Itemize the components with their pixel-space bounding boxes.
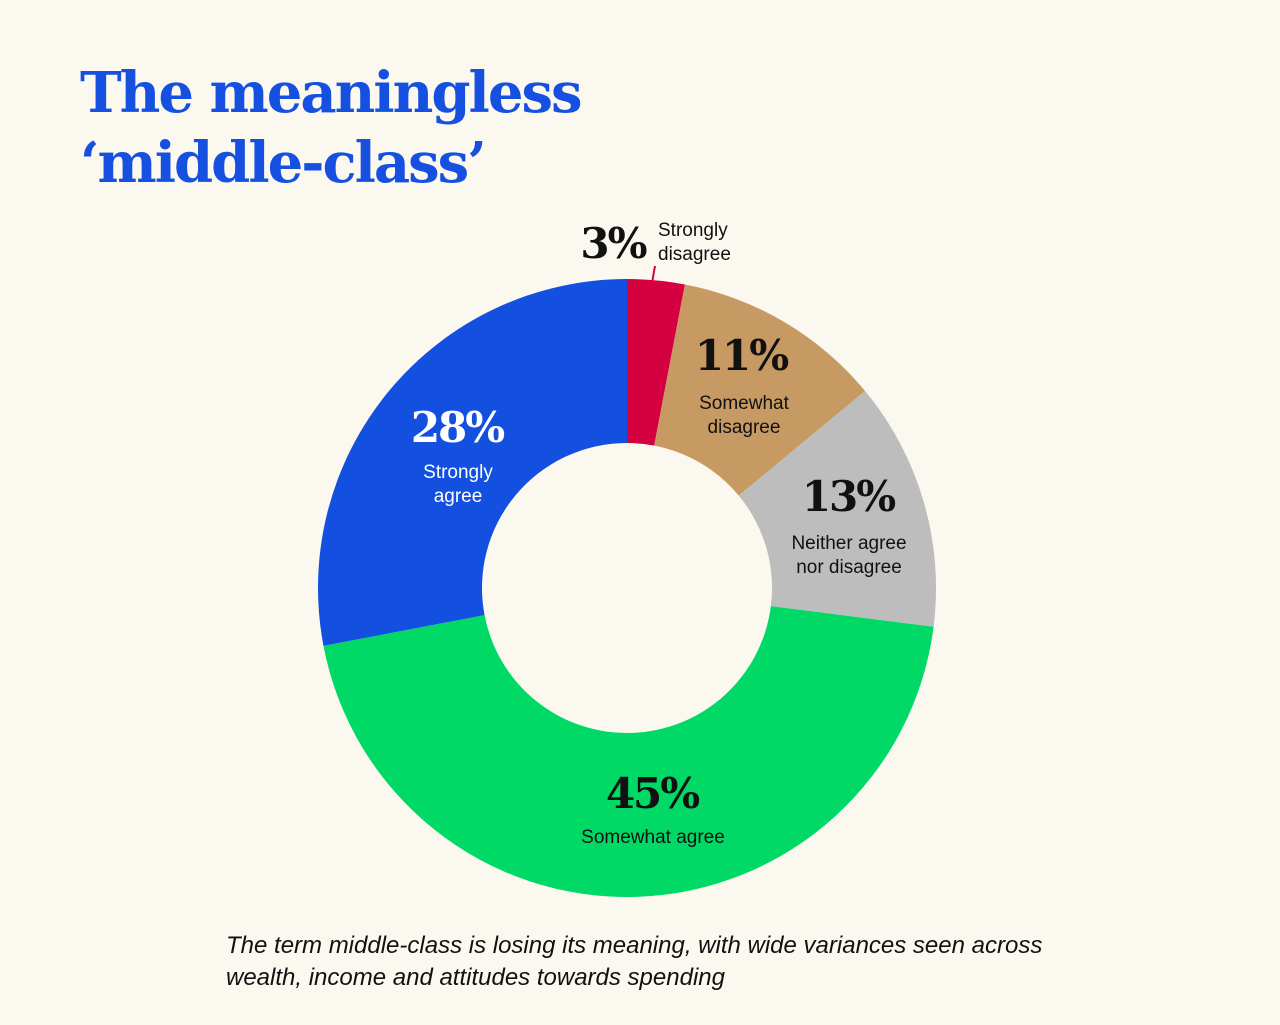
slice-category-label-0-line-1: disagree [658,244,731,265]
slice-value-label-4: 28% [411,403,504,452]
slice-3 [323,606,934,897]
slice-category-label-4-line-1: agree [434,486,483,507]
slice-value-label-0: 3% [580,219,646,268]
slice-1 [654,284,866,496]
slice-category-label-3-line-0: Somewhat agree [581,827,725,848]
chart-title-line-1: The meaningless [80,60,582,126]
slice-category-label-0-line-0: Strongly [658,220,728,241]
slice-4 [318,279,627,646]
slice-category-label-1-line-0: Somewhat [699,393,789,414]
slice-category-label-2-line-0: Neither agree [791,533,906,554]
slice-0 [627,279,685,446]
chart-caption: The term middle-class is losing its mean… [226,932,1043,991]
chart-title: The meaningless ‘middle-class’ [80,58,582,198]
chart-title-line-2: ‘middle-class’ [80,130,487,196]
slice-category-label-4-line-0: Strongly [423,462,493,483]
slice-category-label-2-line-1: nor disagree [796,557,902,578]
slice-value-label-3: 45% [606,769,699,818]
slice-value-label-1: 11% [695,331,788,380]
slice-callout-line-0 [651,265,656,284]
donut-slices [318,279,936,897]
slice-category-label-1-line-1: disagree [708,417,781,438]
slice-value-label-2: 13% [802,472,895,521]
donut-labels: 3% Strongly disagree 11% Somewhat disagree 13%… [411,219,907,848]
slice-2 [738,391,936,627]
